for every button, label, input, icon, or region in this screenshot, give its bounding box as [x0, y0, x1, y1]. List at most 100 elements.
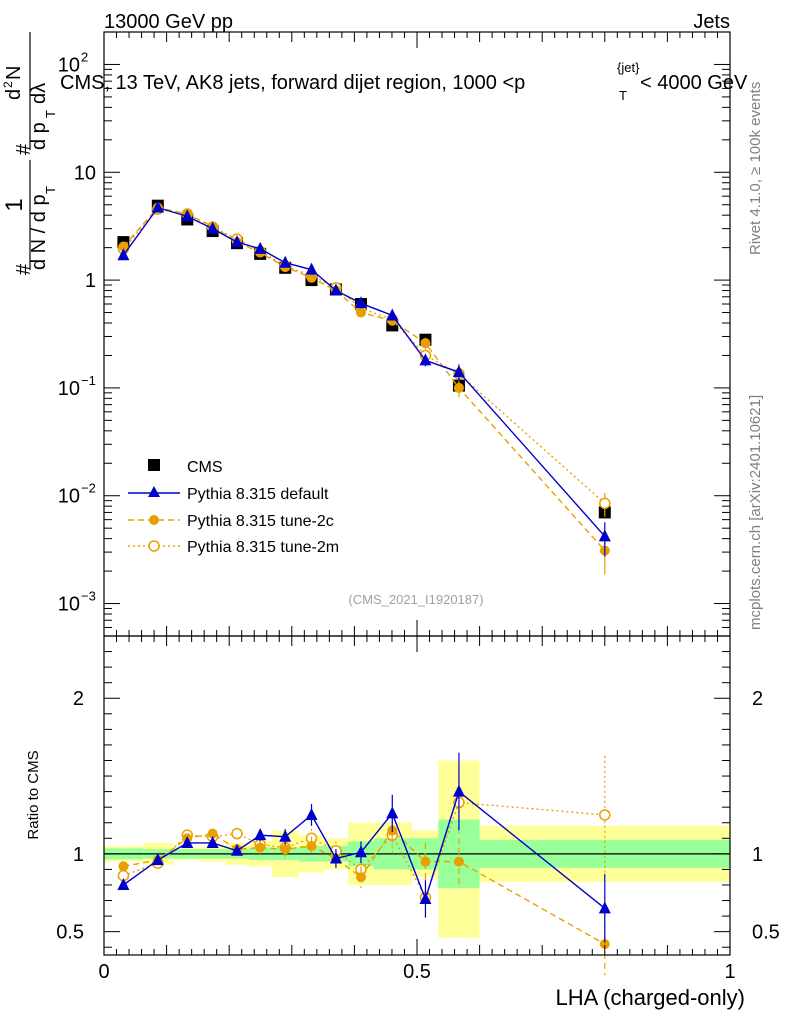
ratio-uncertainty-bands — [104, 760, 730, 938]
y-tick-label-ratio: 0.5 — [56, 922, 84, 944]
y-tick-base: 1 — [85, 270, 96, 292]
ratio-point — [151, 853, 164, 866]
series-1 — [117, 200, 611, 557]
data-point — [206, 221, 219, 234]
ratio-point — [231, 827, 243, 840]
y-tick-label-main: 10 −3 — [58, 589, 96, 616]
y-tick-exp: −3 — [81, 589, 96, 604]
ratio-point — [354, 845, 367, 858]
y-tick-base: 10 — [58, 594, 80, 616]
ratio-point — [305, 807, 318, 820]
x-tick-label: 1 — [724, 961, 735, 983]
data-point — [355, 307, 366, 318]
ratio-point — [279, 829, 292, 842]
data-point — [453, 382, 464, 393]
ratio-point — [598, 901, 611, 914]
data-point — [354, 296, 367, 309]
y-tick-label-ratio-right: 2 — [752, 688, 763, 710]
title-sup: {jet} — [617, 60, 640, 75]
data-point — [329, 283, 342, 296]
header-right: Jets — [693, 11, 730, 33]
chart-title: CMS, 13 TeV, AK8 jets, forward dijet reg… — [60, 60, 748, 103]
data-point — [306, 272, 317, 283]
title-tail: < 4000 GeV — [640, 72, 748, 94]
y-tick-label-main: 10 2 — [58, 49, 88, 76]
y-tick-exp: −2 — [81, 481, 96, 496]
y-tick-label-main: 10 — [74, 162, 96, 184]
data-point — [254, 241, 267, 254]
ylabel-dndpt: d N / d p — [28, 194, 50, 270]
y-tick-label-ratio: 2 — [73, 688, 84, 710]
legend-label-cms: CMS — [187, 459, 223, 476]
data-point — [599, 497, 611, 510]
data-point — [598, 529, 611, 542]
ratio-point — [355, 872, 366, 883]
data-point — [386, 308, 399, 321]
ratio-point — [231, 843, 244, 856]
ratio-point — [255, 842, 266, 853]
legend: CMS Pythia 8.315 default Pythia 8.315 tu… — [128, 459, 339, 556]
ratio-frame — [103, 635, 731, 956]
ratio-point — [118, 861, 129, 872]
ylabel-d: d — [3, 89, 25, 100]
ratio-point — [452, 784, 465, 797]
y-tick-label-ratio: 1 — [73, 844, 84, 866]
x-tick-label: 0 — [98, 961, 109, 983]
ylabel-sub-t1: T — [43, 186, 58, 194]
ylabel-sup2: 2 — [1, 81, 15, 88]
legend-label-tune2m: Pythia 8.315 tune-2m — [187, 539, 339, 556]
header-left: 13000 GeV pp — [104, 11, 233, 33]
ratio-point — [280, 844, 291, 855]
legend-label-default: Pythia 8.315 default — [187, 486, 329, 503]
y-tick-base: 10 — [58, 378, 80, 400]
legend-item-default: Pythia 8.315 default — [128, 486, 329, 503]
ratio-point — [254, 828, 267, 841]
ratio-line — [122, 790, 606, 909]
data-point — [151, 200, 164, 213]
y-tick-base: 10 — [74, 162, 96, 184]
data-point — [231, 235, 244, 248]
ratio-y-label: Ratio to CMS — [25, 750, 42, 839]
title-main: CMS, 13 TeV, AK8 jets, forward dijet reg… — [60, 72, 525, 94]
y-tick-label-ratio-right: 1 — [752, 844, 763, 866]
y-tick-label-main: 1 — [85, 270, 96, 292]
legend-item-cms: CMS — [148, 459, 223, 476]
ratio-point — [206, 835, 219, 848]
legend-item-tune2c: Pythia 8.315 tune-2c — [128, 513, 334, 530]
ylabel-sub-t2: T — [43, 110, 58, 118]
data-point — [305, 262, 318, 275]
legend-item-tune2m: Pythia 8.315 tune-2m — [128, 539, 339, 556]
main-plot-series — [117, 199, 611, 575]
analysis-id: (CMS_2021_I1920187) — [348, 592, 483, 607]
mcplots-credit: mcplots.cern.ch [arXiv:2401.10621] — [747, 395, 764, 630]
x-tick-label: 0.5 — [403, 961, 431, 983]
rivet-version-note: Rivet 4.1.0, ≥ 100k events — [747, 82, 764, 255]
ratio-point — [599, 809, 611, 821]
ylabel-dlambda: dλ — [28, 83, 50, 104]
ylabel-one: 1 — [1, 198, 28, 211]
ylabel-n: N — [3, 66, 25, 80]
ratio-plot-series — [117, 752, 611, 976]
y-tick-exp: −1 — [81, 373, 96, 388]
ratio-point — [599, 939, 610, 950]
y-tick-label-ratio-right: 0.5 — [752, 922, 780, 944]
data-point — [452, 365, 465, 378]
data-point — [181, 209, 194, 222]
data-point — [118, 241, 129, 252]
data-point — [419, 353, 432, 366]
legend-label-tune2c: Pythia 8.315 tune-2c — [187, 513, 334, 530]
ratio-point — [386, 806, 399, 819]
ratio-point — [453, 856, 464, 867]
y-tick-label-main: 10 −2 — [58, 481, 96, 508]
ratio-series-default — [117, 752, 611, 943]
ratio-point — [117, 877, 130, 890]
title-sub: T — [619, 88, 627, 103]
ratio-point — [306, 841, 317, 852]
ratio-point — [207, 828, 218, 839]
y-tick-base: 10 — [58, 54, 80, 76]
data-point — [279, 255, 292, 268]
x-axis-label: LHA (charged-only) — [555, 985, 745, 1010]
ratio-point — [181, 835, 194, 848]
y-tick-label-main: 10 −1 — [58, 373, 96, 400]
